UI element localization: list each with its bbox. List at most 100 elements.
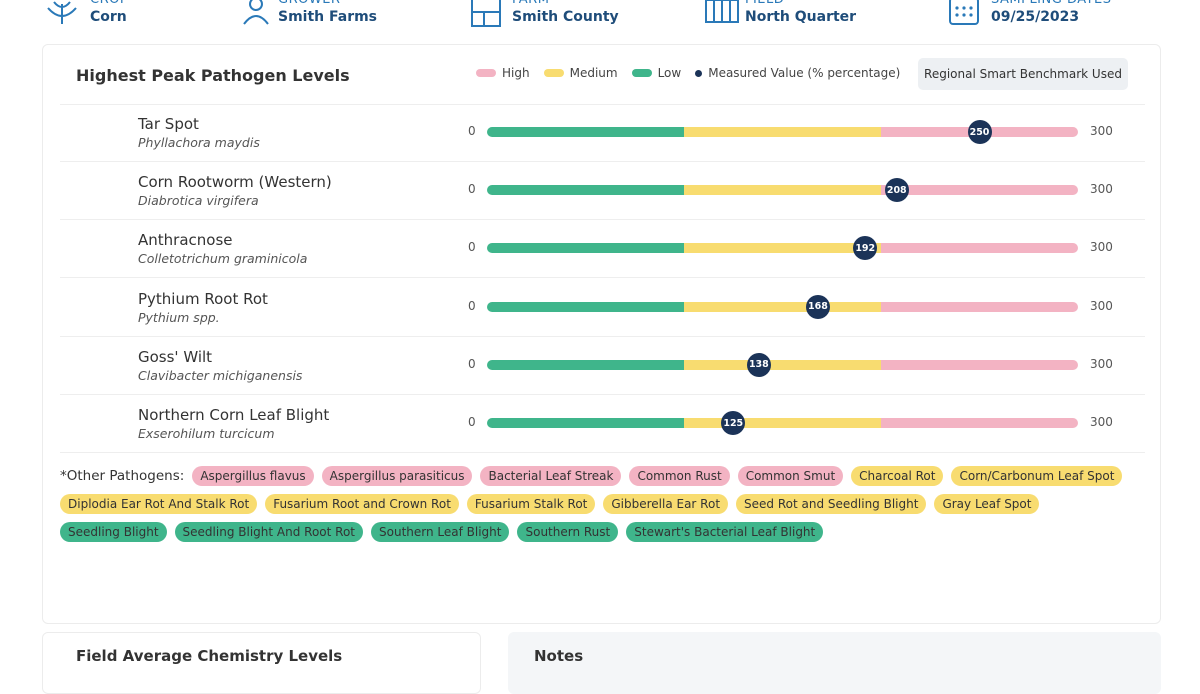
pathogen-chip: Bacterial Leaf Streak	[480, 466, 622, 486]
pathogen-chip: Gibberella Ear Rot	[603, 494, 729, 514]
scale-min: 0	[468, 182, 476, 197]
gauge-segment	[684, 301, 881, 312]
measured-marker: 125	[721, 411, 746, 435]
measured-marker: 168	[805, 294, 830, 319]
grower-icon	[243, 0, 269, 25]
field-label: FIELD	[745, 0, 784, 7]
measured-marker: 208	[884, 178, 909, 203]
pathogen-chip: Southern Rust	[517, 522, 619, 542]
benchmark-button[interactable]: Regional Smart Benchmark Used	[918, 58, 1128, 90]
notes-title: Notes	[534, 647, 584, 665]
gauge-segment	[684, 185, 881, 196]
gauge-bar	[487, 301, 1078, 312]
legend-swatch	[631, 69, 652, 77]
separator	[60, 219, 1145, 221]
pathogen-name: Goss' Wilt	[138, 347, 213, 366]
legend-item: High	[476, 66, 530, 80]
crop-label: CROP	[90, 0, 128, 7]
legend-item: Measured Value (% percentage)	[695, 66, 900, 80]
pathogen-chip: Southern Leaf Blight	[371, 522, 510, 542]
gauge-segment	[487, 127, 684, 137]
field-icon	[705, 0, 739, 23]
pathogen-chip: Stewart's Bacterial Leaf Blight	[626, 522, 824, 542]
legend-item: Medium	[543, 66, 618, 80]
scale-min: 0	[468, 356, 476, 371]
separator	[60, 161, 1145, 162]
scale-max: 300	[1090, 298, 1113, 313]
gauge-bar	[487, 185, 1078, 196]
pathogen-chip: Common Rust	[629, 466, 730, 486]
measured-marker: 250	[967, 120, 992, 144]
gauge-segment	[881, 418, 1078, 428]
gauge-segment	[487, 359, 684, 370]
pathogen-name: Corn Rootworm (Western)	[138, 173, 332, 192]
pathogen-chip: Corn/Carbonum Leaf Spot	[951, 466, 1123, 486]
legend-text: Medium	[569, 66, 618, 80]
gauge-segment	[881, 243, 1078, 254]
legend-text: High	[502, 66, 530, 80]
grower-value: Smith Farms	[278, 9, 378, 25]
pathogen-scientific: Exserohilum turcicum	[138, 426, 275, 441]
other-pathogens: *Other Pathogens: Aspergillus flavus Aspe…	[60, 466, 1140, 542]
scale-max: 300	[1090, 182, 1113, 197]
gauge-segment	[881, 301, 1078, 312]
scale-max: 300	[1090, 415, 1113, 429]
pathogen-scientific: Clavibacter michiganensis	[138, 367, 303, 383]
pathogen-name: Tar Spot	[138, 115, 199, 133]
pathogen-chip: Aspergillus flavus	[192, 466, 314, 486]
legend-text: Measured Value (% percentage)	[708, 66, 901, 80]
gauge-segment	[684, 243, 881, 254]
scale-min: 0	[468, 124, 476, 138]
field-value: North Quarter	[745, 9, 857, 25]
farm-icon	[471, 0, 501, 27]
farm-value: Smith County	[512, 9, 619, 25]
scale-min: 0	[468, 240, 476, 255]
calendar-icon	[949, 0, 979, 25]
pathogen-chip: Seed Rot and Seedling Blight	[736, 494, 927, 514]
legend-swatch	[476, 69, 496, 77]
separator	[60, 104, 1145, 105]
gauge-bar	[487, 243, 1078, 254]
other-pathogens-label: *Other Pathogens:	[60, 468, 185, 484]
gauge-segment	[487, 185, 684, 196]
measured-marker: 192	[853, 236, 878, 261]
scale-max: 300	[1090, 124, 1113, 138]
gauge-segment	[684, 127, 881, 137]
gauge-segment	[487, 418, 684, 428]
gauge-segment	[684, 418, 881, 428]
page: Highest Peak Pathogen Levels High Medium L…	[42, 0, 1161, 694]
pathogen-scientific: Phyllachora maydis	[138, 135, 260, 150]
crop-icon	[47, 1, 77, 24]
gauge-segment	[881, 185, 1078, 196]
gauge-bar	[487, 359, 1078, 370]
legend-swatch	[695, 69, 703, 77]
separator	[60, 393, 1145, 395]
pathogen-chip: Fusarium Root and Crown Rot	[265, 494, 459, 514]
farm-label: FARM	[512, 0, 549, 7]
legend-swatch	[543, 69, 564, 77]
pathogen-title: Highest Peak Pathogen Levels	[76, 66, 350, 85]
pathogen-chip: Diplodia Ear Rot And Stalk Rot	[60, 494, 258, 514]
scale-max: 300	[1090, 356, 1113, 371]
pathogen-chip: Gray Leaf Spot	[934, 494, 1040, 514]
sampling-dates-label: SAMPLING DATES	[991, 0, 1112, 7]
pathogen-chip: Aspergillus parasiticus	[321, 466, 473, 486]
scale-min: 0	[468, 298, 476, 313]
separator	[60, 335, 1145, 337]
measured-marker: 138	[746, 352, 771, 377]
pathogen-name: Northern Corn Leaf Blight	[138, 406, 330, 424]
pathogen-scientific: Pythium spp.	[138, 309, 220, 325]
legend: High Medium Low Measured Value (% percentag…	[476, 66, 900, 80]
scale-min: 0	[468, 415, 476, 429]
pathogen-chip: Common Smut	[737, 466, 844, 486]
legend-text: Low	[657, 66, 682, 80]
pathogen-chip: Seedling Blight	[60, 522, 167, 542]
pathogen-scientific: Diabrotica virgifera	[138, 193, 259, 209]
gauge-segment	[487, 243, 684, 254]
separator	[60, 452, 1145, 453]
grower-label: GROWER	[278, 0, 340, 7]
gauge-bar	[487, 418, 1078, 428]
notes-card	[508, 632, 1161, 694]
pathogen-scientific: Colletotrichum graminicola	[138, 251, 308, 267]
separator	[60, 277, 1145, 279]
